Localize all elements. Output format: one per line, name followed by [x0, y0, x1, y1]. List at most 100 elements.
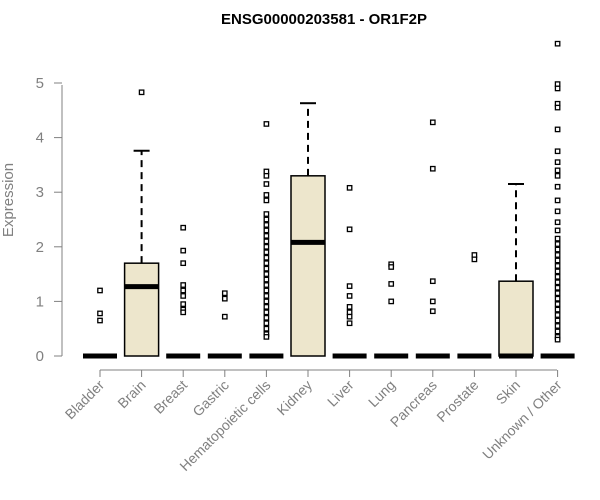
outlier-point: [263, 293, 270, 299]
outlier-point: [554, 235, 561, 242]
y-tick-label: 1: [36, 293, 44, 310]
outlier-point: [263, 211, 270, 217]
box-unknown-other: [540, 40, 575, 359]
outlier-point: [429, 308, 436, 315]
outlier-point: [180, 260, 187, 267]
box-hematopoietic-cells: [249, 121, 284, 359]
box-prostate: [457, 252, 492, 359]
outlier-point: [554, 252, 561, 258]
x-tick-label: Breast: [150, 377, 190, 417]
outlier-point: [346, 313, 353, 320]
box-lung: [374, 261, 409, 359]
outlier-point: [263, 320, 270, 327]
outlier-point: [554, 219, 561, 226]
box-iqr: [123, 262, 160, 357]
outlier-point: [263, 254, 270, 261]
outlier-point: [554, 323, 561, 329]
chart-title: ENSG00000203581 - OR1F2P: [221, 11, 427, 28]
outlier-point: [180, 287, 187, 294]
outlier-point: [554, 263, 561, 269]
outlier-point: [180, 301, 187, 307]
outlier-point: [554, 167, 561, 174]
outlier-point: [180, 309, 187, 316]
box-brain: [123, 89, 160, 357]
outlier-point: [263, 271, 270, 277]
outlier-point: [263, 172, 270, 179]
outlier-point: [471, 256, 478, 263]
outlier-point: [346, 320, 353, 327]
outlier-point: [263, 243, 270, 250]
box-liver: [332, 184, 367, 359]
box-bladder: [83, 287, 117, 359]
outlier-point: [554, 208, 561, 215]
outlier-point: [346, 184, 353, 191]
outlier-point: [97, 317, 103, 324]
outlier-point: [554, 317, 561, 324]
outlier-point: [554, 301, 561, 307]
outlier-point: [554, 257, 561, 264]
y-tick-label: 3: [36, 184, 44, 201]
x-tick-label: Prostate: [433, 377, 481, 425]
outlier-point: [180, 224, 187, 231]
outlier-point: [180, 293, 187, 299]
outlier-point: [429, 298, 436, 305]
outlier-point: [263, 121, 270, 127]
outlier-point: [554, 246, 561, 253]
outlier-point: [263, 222, 270, 228]
outlier-point: [263, 238, 270, 245]
outlier-point: [429, 119, 436, 126]
outlier-point: [180, 247, 187, 254]
box-iqr: [290, 175, 326, 357]
outlier-point: [263, 197, 270, 204]
y-tick-label: 4: [36, 130, 44, 147]
outlier-point: [554, 197, 561, 204]
x-tick-label: Kidney: [274, 377, 316, 419]
y-tick-label: 0: [36, 348, 44, 365]
outlier-point: [388, 264, 395, 270]
x-tick-label: Unknown / Other: [479, 377, 565, 463]
outlier-point: [97, 310, 103, 317]
outlier-point: [429, 165, 436, 172]
x-tick-label: Liver: [324, 377, 357, 410]
outlier-point: [554, 241, 561, 247]
outlier-point: [97, 287, 103, 294]
outlier-point: [554, 227, 561, 234]
outlier-point: [263, 287, 270, 294]
outlier-point: [388, 281, 395, 287]
outlier-point: [554, 268, 561, 275]
outlier-point: [554, 279, 561, 286]
outlier-point: [346, 304, 353, 310]
outlier-point: [554, 40, 561, 47]
outlier-point: [429, 278, 436, 285]
outlier-point: [180, 282, 187, 288]
outlier-point: [554, 148, 561, 155]
outlier-point: [554, 284, 561, 291]
box-pancreas: [415, 119, 450, 359]
outlier-point: [138, 89, 145, 96]
outlier-point: [554, 273, 561, 280]
outlier-point: [554, 85, 561, 92]
y-tick-label: 5: [36, 75, 44, 92]
outlier-point: [554, 172, 561, 179]
y-axis-label: Expression: [0, 163, 17, 237]
outlier-point: [263, 260, 270, 267]
outlier-point: [554, 306, 561, 313]
box-iqr: [498, 280, 534, 357]
x-tick-label: Lung: [365, 377, 398, 410]
outlier-point: [263, 334, 270, 340]
y-axis-ticks: 0 1 2 3 4 5: [36, 75, 62, 365]
outlier-point: [263, 227, 270, 234]
outlier-point: [263, 325, 270, 332]
box-gastric: [207, 290, 242, 359]
x-tick-label: Brain: [114, 377, 148, 411]
outlier-point: [263, 233, 270, 239]
outlier-point: [554, 295, 561, 302]
outlier-point: [388, 298, 395, 305]
outlier-point: [554, 183, 561, 190]
outlier-point: [346, 283, 353, 289]
box-kidney: [290, 102, 326, 357]
outlier-point: [263, 276, 270, 283]
outlier-point: [554, 328, 561, 335]
outlier-point: [263, 282, 270, 288]
outlier-point: [263, 249, 270, 256]
